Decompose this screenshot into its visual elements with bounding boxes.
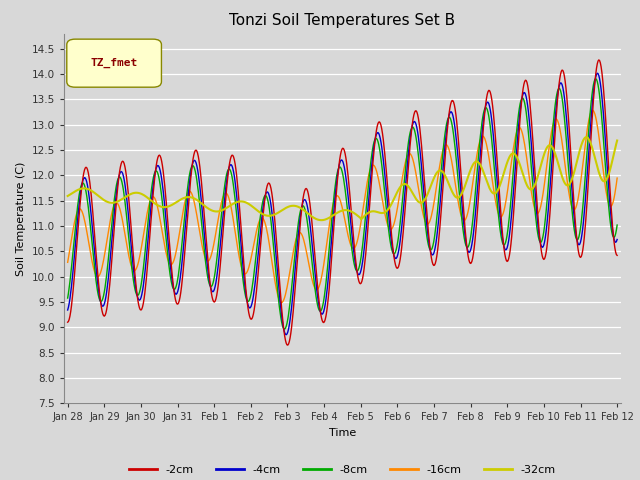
FancyBboxPatch shape [67, 39, 161, 87]
Title: Tonzi Soil Temperatures Set B: Tonzi Soil Temperatures Set B [229, 13, 456, 28]
X-axis label: Time: Time [329, 428, 356, 438]
Text: TZ_fmet: TZ_fmet [90, 57, 138, 68]
Y-axis label: Soil Temperature (C): Soil Temperature (C) [16, 161, 26, 276]
Legend: -2cm, -4cm, -8cm, -16cm, -32cm: -2cm, -4cm, -8cm, -16cm, -32cm [125, 460, 560, 479]
